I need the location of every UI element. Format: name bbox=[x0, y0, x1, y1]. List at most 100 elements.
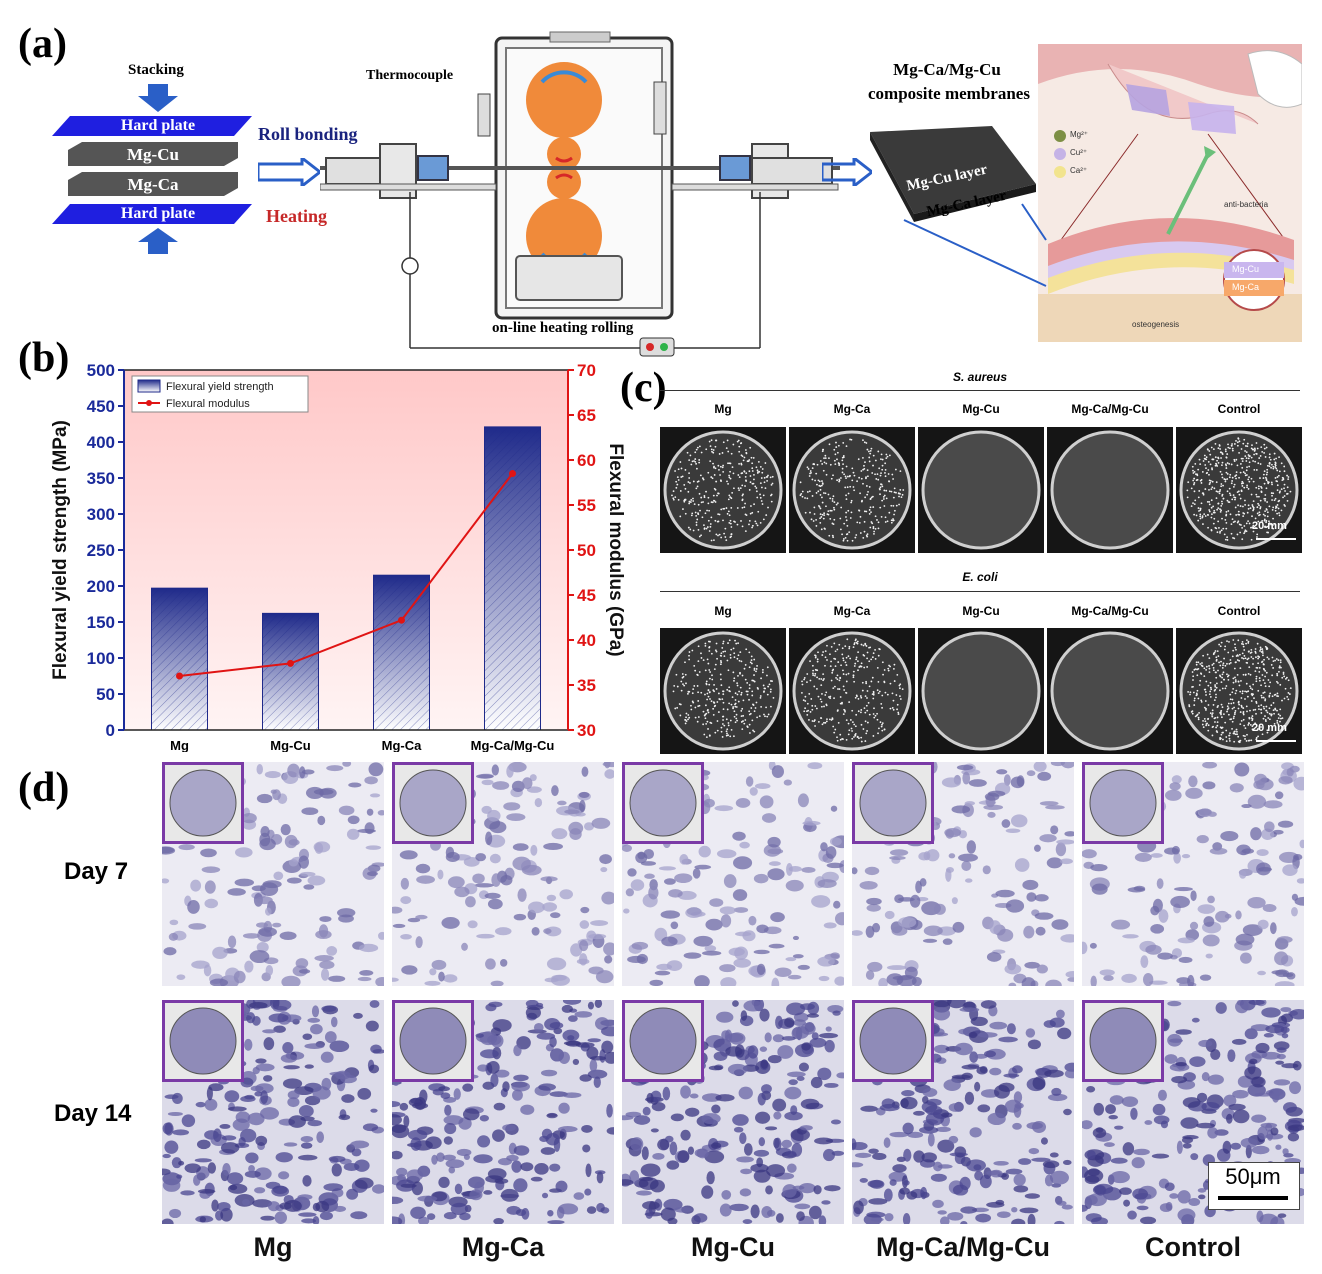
inset-well bbox=[1082, 1000, 1164, 1082]
zoom-lines bbox=[903, 203, 1047, 287]
stain-image-day14-mg-ca-mg-cu bbox=[852, 1000, 1074, 1224]
inset-well-circle bbox=[859, 1007, 927, 1075]
stain-image-day7-mg-ca-mg-cu bbox=[852, 762, 1074, 986]
layer-mg-cu: Mg-Cu bbox=[127, 145, 179, 164]
y-tick-label-right: 30 bbox=[577, 721, 596, 740]
legend-mg-ion: Mg²⁺ bbox=[1070, 130, 1088, 139]
inset-well bbox=[162, 1000, 244, 1082]
bar-hatch bbox=[373, 575, 430, 730]
y-tick-label: 300 bbox=[87, 505, 115, 524]
inset-well-circle bbox=[1089, 769, 1157, 837]
inset-well bbox=[392, 762, 474, 844]
ec-petri-dish bbox=[1047, 628, 1173, 754]
legend-bar-label: Flexural yield strength bbox=[166, 381, 274, 393]
layer-hard-plate-top: Hard plate bbox=[120, 117, 196, 134]
layer-mg-ca: Mg-Ca bbox=[127, 175, 179, 194]
dish-rim bbox=[663, 430, 783, 550]
y-tick-label-right: 55 bbox=[577, 496, 596, 515]
bar-hatch bbox=[484, 426, 541, 730]
inset-well-circle bbox=[399, 769, 467, 837]
x-tick-label: Mg-Ca bbox=[382, 738, 422, 752]
sa-petri-dish bbox=[789, 427, 915, 553]
inset-well bbox=[852, 1000, 934, 1082]
y-axis-label-left: Flexural yield strength (MPa) bbox=[50, 420, 71, 680]
output-arrow bbox=[822, 158, 872, 186]
y-tick-label: 200 bbox=[87, 577, 115, 596]
sa-label-mg-ca-mg-cu: Mg-Ca/Mg-Cu bbox=[1071, 402, 1149, 416]
sa-scale-label: 20 mm bbox=[1252, 520, 1287, 532]
panel-d-label: (d) bbox=[18, 765, 70, 811]
inset-well-circle bbox=[859, 769, 927, 837]
online-heating-label: on-line heating rolling bbox=[492, 320, 634, 336]
rolling-machine bbox=[320, 31, 840, 357]
y-tick-label: 350 bbox=[87, 469, 115, 488]
membrane-sheet bbox=[870, 126, 1036, 222]
stain-image-day7-mg-cu bbox=[622, 762, 844, 986]
sa-petri-dish bbox=[1047, 427, 1173, 553]
y-tick-label: 50 bbox=[96, 685, 115, 704]
layer-hard-plate-bottom: Hard plate bbox=[120, 205, 196, 222]
stain-image-day14-mg bbox=[162, 1000, 384, 1224]
scale-bar-d bbox=[1218, 1196, 1288, 1200]
panel-c-label: (c) bbox=[620, 365, 667, 411]
stained-cells bbox=[162, 1000, 384, 1224]
legend-cu-ion: Cu²⁺ bbox=[1070, 148, 1088, 157]
sa-petri-dish bbox=[918, 427, 1044, 553]
dish-rim bbox=[1179, 430, 1299, 550]
sa-scale-bar bbox=[1256, 538, 1296, 540]
modulus-point bbox=[509, 470, 516, 477]
inset-well bbox=[622, 762, 704, 844]
y-tick-label: 150 bbox=[87, 613, 115, 632]
dish-rim bbox=[792, 430, 912, 550]
stained-cells bbox=[622, 1000, 844, 1224]
modulus-point bbox=[176, 672, 183, 680]
stain-image-day14-mg-ca bbox=[392, 1000, 614, 1224]
osteogenesis-label: osteogenesis bbox=[1132, 320, 1180, 329]
inset-well-circle bbox=[629, 769, 697, 837]
y-tick-label-right: 35 bbox=[577, 676, 596, 695]
illus-mgcu-label: Mg-Cu bbox=[1232, 264, 1260, 274]
column-label-mg-cu: Mg-Cu bbox=[691, 1232, 775, 1262]
ec-petri-dish bbox=[1176, 628, 1302, 754]
inset-well-circle bbox=[169, 769, 237, 837]
sa-petri-dish bbox=[660, 427, 786, 553]
y-tick-label: 250 bbox=[87, 541, 115, 560]
inset-well bbox=[852, 762, 934, 844]
sa-label-mg-cu: Mg-Cu bbox=[962, 402, 1000, 416]
scale-label-d: 50μm bbox=[1225, 1164, 1281, 1189]
sa-label-mg-ca: Mg-Ca bbox=[833, 402, 871, 416]
inset-well bbox=[162, 762, 244, 844]
dish-rim bbox=[1179, 631, 1299, 751]
scale-box-d bbox=[1208, 1162, 1300, 1210]
dish-rim bbox=[1050, 430, 1170, 550]
bar-hatch bbox=[151, 588, 208, 730]
dish-rim bbox=[921, 430, 1041, 550]
heating-label: Heating bbox=[266, 206, 327, 226]
stacking-arrow-up bbox=[138, 228, 178, 254]
ec-label-mg-cu: Mg-Cu bbox=[962, 604, 1000, 618]
y-tick-label: 450 bbox=[87, 397, 115, 416]
anti-bacteria-label: anti-bacteria bbox=[1224, 200, 1269, 209]
inset-well-circle bbox=[169, 1007, 237, 1075]
y-tick-label-right: 60 bbox=[577, 451, 596, 470]
inset-well-circle bbox=[399, 1007, 467, 1075]
x-tick-label: Mg-Cu bbox=[270, 738, 310, 752]
modulus-point bbox=[287, 659, 294, 667]
column-label-control: Control bbox=[1145, 1232, 1241, 1262]
y-tick-label-right: 70 bbox=[577, 361, 596, 380]
panel-a-label: (a) bbox=[18, 21, 67, 67]
ec-title: E. coli bbox=[962, 570, 998, 584]
inset-well-circle bbox=[1089, 1007, 1157, 1075]
x-tick-label: Mg bbox=[170, 738, 189, 752]
ec-label-mg: Mg bbox=[714, 604, 732, 618]
colony-dots bbox=[1186, 437, 1292, 541]
y-tick-label: 400 bbox=[87, 433, 115, 452]
layer-stack: Hard plate Mg-Cu Mg-Ca Hard plate bbox=[48, 112, 258, 228]
legend-bar-swatch bbox=[137, 379, 161, 393]
sa-rule bbox=[660, 390, 1300, 391]
y-tick-label-right: 50 bbox=[577, 541, 596, 560]
column-label-mg-ca: Mg-Ca bbox=[461, 1232, 545, 1262]
modulus-line bbox=[179, 472, 514, 677]
ec-petri-dish bbox=[918, 628, 1044, 754]
colony-dots bbox=[799, 438, 905, 542]
